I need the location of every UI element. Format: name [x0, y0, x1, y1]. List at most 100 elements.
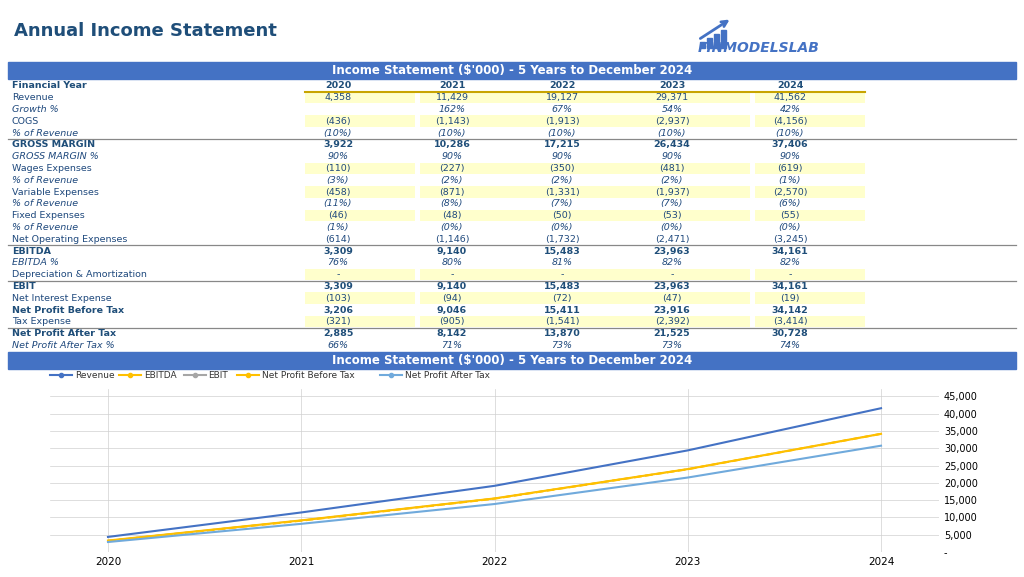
Bar [420, 210, 530, 221]
Text: (46): (46) [329, 211, 348, 220]
Text: (481): (481) [659, 164, 685, 173]
Text: Wages Expenses: Wages Expenses [12, 164, 92, 173]
Text: 34,161: 34,161 [772, 246, 808, 256]
Text: Net Profit Before Tax: Net Profit Before Tax [262, 371, 355, 380]
Text: Income Statement ($'000) - 5 Years to December 2024: Income Statement ($'000) - 5 Years to De… [332, 64, 692, 77]
Text: COGS: COGS [12, 117, 39, 126]
Text: 71%: 71% [441, 341, 463, 350]
Bar [305, 316, 415, 327]
Text: 162%: 162% [438, 105, 466, 114]
Text: (72): (72) [552, 294, 571, 303]
Text: (1,143): (1,143) [434, 117, 469, 126]
Text: (871): (871) [439, 188, 465, 197]
Text: 15,411: 15,411 [544, 306, 581, 314]
Bar [755, 163, 865, 174]
Text: (19): (19) [780, 294, 800, 303]
Bar [755, 92, 865, 103]
Bar [8, 62, 1016, 79]
Text: Revenue: Revenue [12, 93, 53, 102]
Text: 15,483: 15,483 [544, 282, 581, 291]
Bar [640, 92, 750, 103]
Text: 13,870: 13,870 [544, 329, 581, 338]
Text: (436): (436) [326, 117, 351, 126]
Text: 37,406: 37,406 [772, 140, 808, 149]
Text: (0%): (0%) [440, 223, 463, 232]
Bar [755, 210, 865, 221]
Text: Depreciation & Amortization: Depreciation & Amortization [12, 270, 146, 279]
Text: -: - [788, 270, 792, 279]
Text: Financial Year: Financial Year [12, 81, 87, 91]
Text: (10%): (10%) [324, 129, 352, 137]
Text: (350): (350) [549, 164, 574, 173]
Text: (1%): (1%) [778, 176, 801, 185]
Bar [755, 115, 865, 127]
Text: 23,963: 23,963 [653, 282, 690, 291]
Text: 17,215: 17,215 [544, 140, 581, 149]
Bar [700, 42, 705, 48]
Text: (1%): (1%) [327, 223, 349, 232]
Text: -: - [671, 270, 674, 279]
Text: (2%): (2%) [440, 176, 463, 185]
Bar [305, 269, 415, 280]
Text: 90%: 90% [552, 152, 572, 161]
Text: (0%): (0%) [551, 223, 573, 232]
Text: -: - [560, 270, 563, 279]
Text: 30,728: 30,728 [772, 329, 808, 338]
Text: Tax Expense: Tax Expense [12, 317, 71, 327]
Text: (110): (110) [326, 164, 351, 173]
Text: EBITDA: EBITDA [144, 371, 177, 380]
Text: 82%: 82% [662, 258, 683, 267]
Text: 9,140: 9,140 [437, 246, 467, 256]
Text: (8%): (8%) [440, 200, 463, 208]
Text: 15,483: 15,483 [544, 246, 581, 256]
Bar [305, 92, 415, 103]
Text: 90%: 90% [328, 152, 348, 161]
Text: 41,562: 41,562 [773, 93, 807, 102]
Bar [420, 316, 530, 327]
Text: 10,286: 10,286 [433, 140, 470, 149]
Bar [755, 186, 865, 197]
Bar [640, 316, 750, 327]
Bar [640, 269, 750, 280]
Text: (47): (47) [663, 294, 682, 303]
Text: 2024: 2024 [777, 81, 803, 91]
Text: (2,392): (2,392) [654, 317, 689, 327]
Text: 42%: 42% [779, 105, 801, 114]
Bar [305, 115, 415, 127]
Text: (53): (53) [663, 211, 682, 220]
Text: FINMODELSLAB: FINMODELSLAB [698, 41, 820, 55]
Text: (619): (619) [777, 164, 803, 173]
Text: 76%: 76% [328, 258, 348, 267]
Text: EBIT: EBIT [12, 282, 36, 291]
Text: 54%: 54% [662, 105, 683, 114]
Text: 90%: 90% [662, 152, 683, 161]
Bar [530, 210, 640, 221]
Text: 3,309: 3,309 [323, 246, 353, 256]
Bar [640, 210, 750, 221]
Bar [305, 293, 415, 304]
Text: 82%: 82% [779, 258, 801, 267]
Text: Annual Income Statement: Annual Income Statement [14, 22, 276, 40]
Text: (3,245): (3,245) [773, 235, 807, 244]
Text: 3,922: 3,922 [323, 140, 353, 149]
Bar [530, 163, 640, 174]
Text: Net Interest Expense: Net Interest Expense [12, 294, 112, 303]
Text: 90%: 90% [441, 152, 463, 161]
Text: 9,046: 9,046 [437, 306, 467, 314]
Bar [420, 115, 530, 127]
Text: (10%): (10%) [437, 129, 466, 137]
Text: 34,142: 34,142 [772, 306, 808, 314]
Text: (10%): (10%) [657, 129, 686, 137]
Text: 23,963: 23,963 [653, 246, 690, 256]
Text: (11%): (11%) [324, 200, 352, 208]
Text: (7%): (7%) [660, 200, 683, 208]
Text: Growth %: Growth % [12, 105, 58, 114]
Text: 34,161: 34,161 [772, 282, 808, 291]
Text: (0%): (0%) [660, 223, 683, 232]
Text: % of Revenue: % of Revenue [12, 223, 78, 232]
Text: Net Profit Before Tax: Net Profit Before Tax [12, 306, 124, 314]
Text: 9,140: 9,140 [437, 282, 467, 291]
Text: 4,358: 4,358 [325, 93, 351, 102]
Bar [305, 186, 415, 197]
Text: Fixed Expenses: Fixed Expenses [12, 211, 85, 220]
